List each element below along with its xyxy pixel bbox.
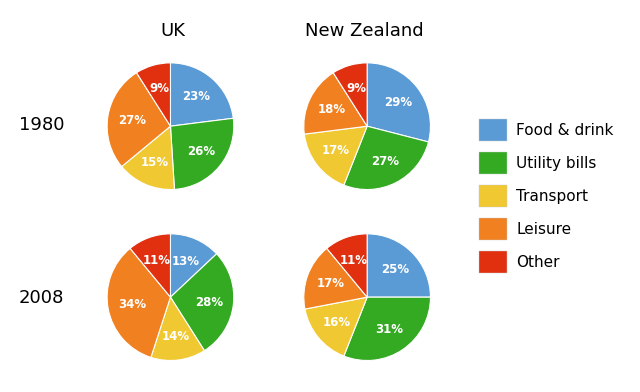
- Legend: Food & drink, Utility bills, Transport, Leisure, Other: Food & drink, Utility bills, Transport, …: [475, 114, 618, 278]
- Text: 9%: 9%: [150, 82, 170, 95]
- Wedge shape: [170, 254, 234, 350]
- Text: 17%: 17%: [316, 278, 344, 290]
- Wedge shape: [122, 126, 175, 189]
- Text: New Zealand: New Zealand: [305, 22, 424, 40]
- Text: 27%: 27%: [371, 155, 399, 168]
- Text: 11%: 11%: [143, 254, 171, 267]
- Wedge shape: [170, 63, 234, 126]
- Text: 16%: 16%: [323, 316, 351, 328]
- Text: 11%: 11%: [340, 254, 368, 267]
- Wedge shape: [367, 234, 431, 297]
- Text: 26%: 26%: [187, 145, 215, 158]
- Wedge shape: [130, 234, 170, 297]
- Wedge shape: [170, 234, 216, 297]
- Text: 1980: 1980: [19, 116, 65, 134]
- Wedge shape: [107, 73, 170, 167]
- Wedge shape: [136, 63, 170, 126]
- Wedge shape: [327, 234, 367, 297]
- Text: 17%: 17%: [322, 144, 350, 157]
- Text: 31%: 31%: [375, 323, 403, 336]
- Text: 25%: 25%: [381, 263, 409, 276]
- Wedge shape: [170, 118, 234, 189]
- Wedge shape: [333, 63, 367, 126]
- Text: 29%: 29%: [384, 96, 412, 109]
- Text: 14%: 14%: [161, 330, 189, 343]
- Text: 9%: 9%: [346, 82, 366, 95]
- Text: 2008: 2008: [19, 289, 64, 307]
- Wedge shape: [304, 249, 367, 309]
- Text: 34%: 34%: [118, 298, 146, 311]
- Text: 15%: 15%: [141, 156, 169, 169]
- Text: 13%: 13%: [172, 255, 200, 268]
- Text: 27%: 27%: [118, 114, 146, 127]
- Wedge shape: [344, 126, 428, 189]
- Wedge shape: [344, 297, 431, 361]
- Wedge shape: [304, 126, 367, 185]
- Wedge shape: [305, 297, 367, 356]
- Text: UK: UK: [160, 22, 186, 40]
- Wedge shape: [304, 73, 367, 134]
- Wedge shape: [107, 249, 170, 358]
- Wedge shape: [151, 297, 204, 361]
- Wedge shape: [367, 63, 431, 142]
- Text: 18%: 18%: [317, 103, 346, 116]
- Text: 23%: 23%: [182, 90, 211, 103]
- Text: 28%: 28%: [195, 296, 223, 309]
